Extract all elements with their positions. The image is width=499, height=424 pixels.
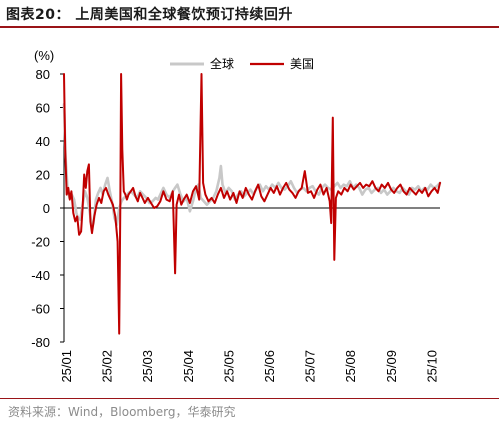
series-line-us <box>63 73 441 335</box>
x-tick-label: 25/09 <box>384 350 399 383</box>
y-tick-label: -60 <box>31 302 50 317</box>
axes-layer: (%) 80 60 40 20 0 -20 -40 -60 -80 25/01 25/02 25/03 2… <box>31 48 440 383</box>
chart-svg: (%) 80 60 40 20 0 -20 -40 -60 -80 25/01 25/02 25/03 2… <box>31 48 442 383</box>
y-tick-label: 80 <box>36 67 50 82</box>
legend-label: 美国 <box>290 57 314 71</box>
series-layer <box>62 73 442 335</box>
y-unit-label: (%) <box>34 48 54 63</box>
x-tick-label: 25/08 <box>343 350 358 383</box>
source-note: 资料来源：Wind，Bloomberg，华泰研究 <box>8 405 236 419</box>
x-tick-label: 25/06 <box>262 350 277 383</box>
x-tick-label: 25/03 <box>140 350 155 383</box>
y-tick-label: 20 <box>36 168 50 183</box>
x-tick-label: 25/10 <box>424 350 439 383</box>
y-tick-label: -80 <box>31 335 50 350</box>
footer-rule <box>0 398 499 399</box>
chart-title: 图表20： 上周美国和全球餐饮预订持续回升 <box>6 7 293 23</box>
x-tick-label: 25/04 <box>181 350 196 383</box>
legend: 全球 美国 <box>170 56 314 71</box>
y-tick-label: 40 <box>36 134 50 149</box>
legend-label: 全球 <box>210 56 234 71</box>
x-tick-label: 25/07 <box>303 350 318 383</box>
x-tick-label: 25/02 <box>100 350 115 383</box>
x-tick-label: 25/01 <box>59 350 74 383</box>
x-tick-label: 25/05 <box>221 350 236 383</box>
y-tick-label: 60 <box>36 101 50 116</box>
y-tick-label: -20 <box>31 235 50 250</box>
y-tick-label: 0 <box>43 201 50 216</box>
y-tick-label: -40 <box>31 268 50 283</box>
title-rule <box>0 26 499 28</box>
